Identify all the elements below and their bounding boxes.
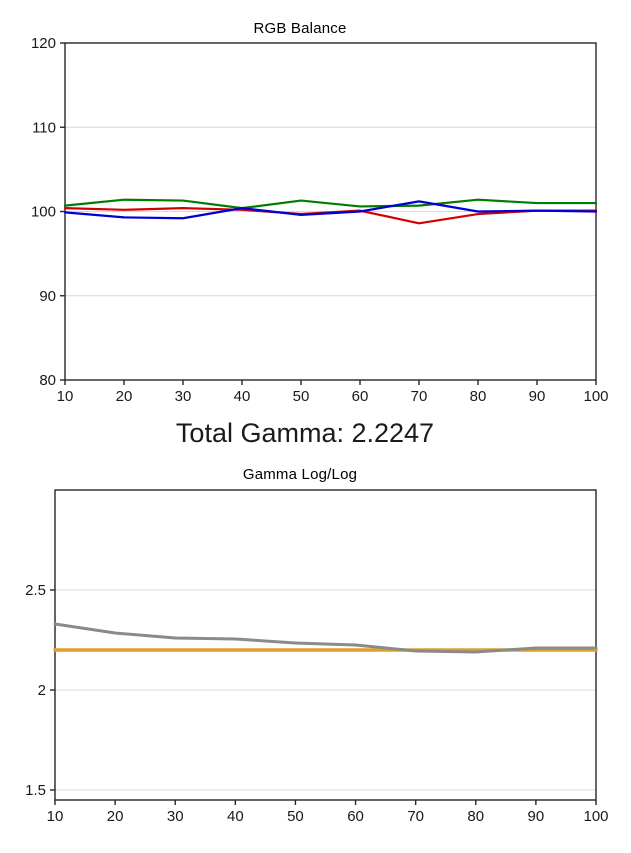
y-tick-label: 1.5	[25, 782, 46, 799]
gamma-measured-line	[53, 622, 598, 654]
x-tick-label: 80	[470, 388, 487, 405]
y-tick-label: 120	[31, 35, 56, 52]
x-tick-label: 40	[227, 808, 244, 825]
y-tick-label: 2.5	[25, 582, 46, 599]
gamma-loglog-chart-title: Gamma Log/Log	[242, 466, 358, 483]
total-gamma-readout: Total Gamma: 2.2247	[175, 418, 435, 448]
x-tick-label: 60	[347, 808, 364, 825]
x-tick-label: 40	[234, 388, 251, 405]
x-tick-label: 80	[467, 808, 484, 825]
x-tick-label: 50	[287, 808, 304, 825]
x-tick-label: 50	[293, 388, 310, 405]
rgb-balance-chart: 10 20 30 40 50 60 70 80 90 100 80 90 100 110 120	[31, 35, 609, 405]
gamma-loglog-chart: 10 20 30 40 50 60 70 80 90 100 1.5 2 2.5	[25, 489, 609, 825]
x-tick-label: 100	[583, 388, 608, 405]
x-tick-label: 20	[107, 808, 124, 825]
y-tick-label: 100	[31, 204, 56, 221]
blue-balance-line	[63, 200, 598, 220]
x-tick-label: 90	[528, 808, 545, 825]
x-tick-label: 10	[57, 388, 74, 405]
y-tick-label: 2	[38, 682, 46, 699]
x-tick-label: 30	[175, 388, 192, 405]
x-tick-label: 70	[407, 808, 424, 825]
rgb-balance-chart-title: RGB Balance	[253, 20, 347, 37]
x-tick-label: 70	[411, 388, 428, 405]
y-tick-label: 90	[39, 288, 56, 305]
x-tick-label: 20	[116, 388, 133, 405]
x-tick-label: 60	[352, 388, 369, 405]
x-tick-label: 30	[167, 808, 184, 825]
x-tick-label: 100	[583, 808, 608, 825]
y-tick-label: 80	[39, 372, 56, 389]
plot-border	[54, 489, 597, 801]
x-tick-label: 90	[529, 388, 546, 405]
x-tick-label: 10	[47, 808, 64, 825]
green-balance-line	[63, 198, 598, 210]
y-tick-label: 110	[32, 119, 56, 136]
